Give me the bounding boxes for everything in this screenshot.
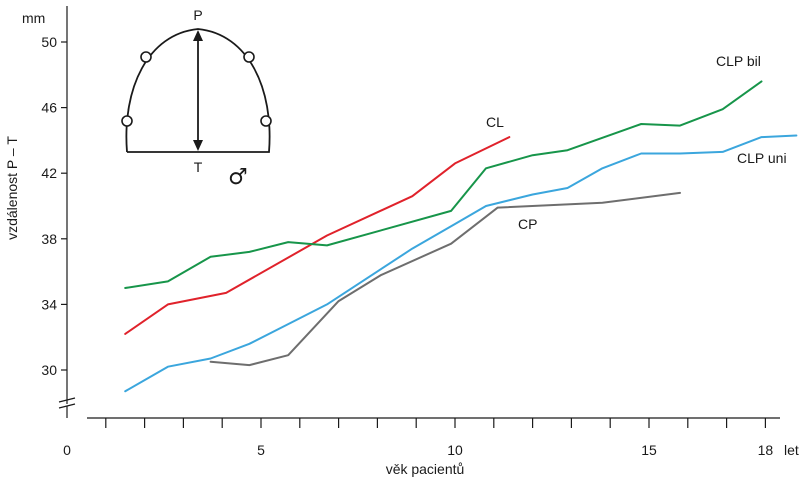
series-line-clp-bil <box>124 80 763 289</box>
x-tick-label-18: 18 <box>758 442 774 458</box>
x-axis-ticks: 0 5 10 15 18 <box>63 418 773 458</box>
series-line-cl <box>124 136 511 335</box>
series-label-clp-bil: CLP bil <box>716 53 761 69</box>
series-label-clp-uni: CLP uni <box>737 150 787 166</box>
inset-label-t: T <box>194 159 203 175</box>
series-line-clp-uni <box>124 134 798 393</box>
y-tick-label-46: 46 <box>41 100 57 116</box>
x-tick-label-0: 0 <box>63 442 71 458</box>
y-axis-title: vzdálenost P – T <box>4 136 20 240</box>
inset-point-right-upper <box>243 51 255 63</box>
inset-arrowhead-top <box>193 30 203 41</box>
y-tick-label-30: 30 <box>41 362 57 378</box>
inset-label-p: P <box>193 7 202 23</box>
x-tick-label-15: 15 <box>641 442 657 458</box>
inset-arrowhead-bottom <box>193 140 203 151</box>
inset-point-right-lower <box>260 115 272 127</box>
x-tick-label-10: 10 <box>447 442 463 458</box>
y-tick-label-34: 34 <box>41 296 57 312</box>
y-tick-label-38: 38 <box>41 231 57 247</box>
x-tick-label-5: 5 <box>257 442 265 458</box>
series-label-cl: CL <box>486 114 504 130</box>
series-line-cp <box>209 191 681 367</box>
inset-point-left-lower <box>121 115 133 127</box>
inset-arch-outline <box>125 28 271 153</box>
y-tick-label-50: 50 <box>41 34 57 50</box>
y-tick-label-42: 42 <box>41 165 57 181</box>
y-axis-ticks: 30 34 38 42 46 50 <box>41 34 67 378</box>
male-symbol: ♂ <box>228 165 248 190</box>
series-layer: CL CLP bil CLP uni CP <box>124 53 798 393</box>
y-axis-break-mark <box>58 397 76 409</box>
x-axis-title: věk pacientů <box>386 461 465 477</box>
inset-point-left-upper <box>140 51 152 63</box>
series-label-cp: CP <box>518 216 537 232</box>
inset-diagram: P T ♂ <box>121 7 272 190</box>
x-unit-label: let <box>784 442 799 458</box>
y-unit-label: mm <box>22 10 45 26</box>
